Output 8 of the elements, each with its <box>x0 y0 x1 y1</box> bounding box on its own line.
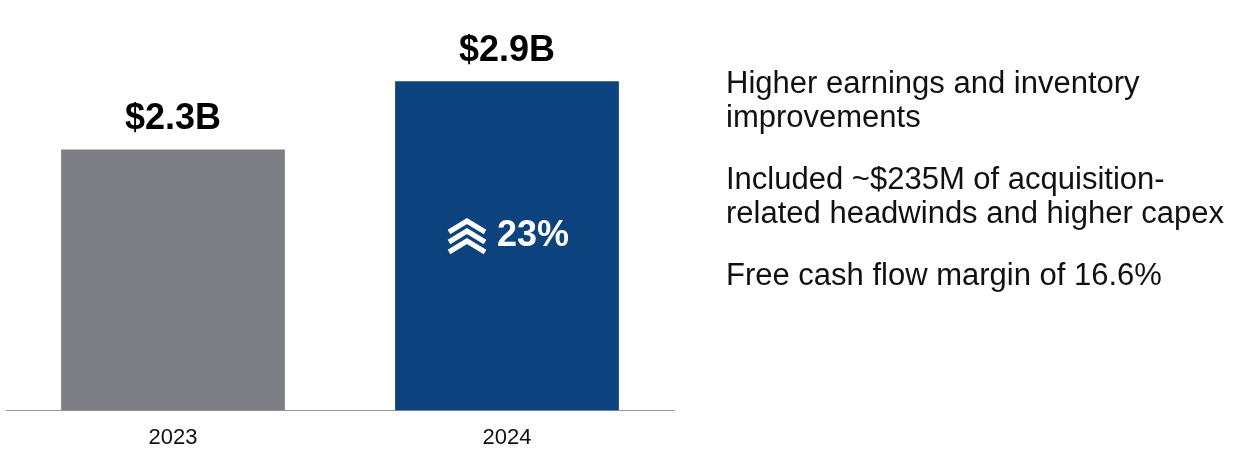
data-label: $2.9B <box>458 28 556 70</box>
text: Free cash flow margin of 16.6% <box>726 257 1163 292</box>
text: Higher earnings and inventory improvements <box>726 65 1141 134</box>
x-tick-label: 2024 <box>482 423 532 449</box>
text: Included ~$235M of acquisition-related headwinds and higher capex <box>726 161 1226 230</box>
data-label: $2.3B <box>124 96 222 138</box>
x-tick-label: 2023 <box>148 423 198 449</box>
annotation: 23% <box>496 213 570 255</box>
